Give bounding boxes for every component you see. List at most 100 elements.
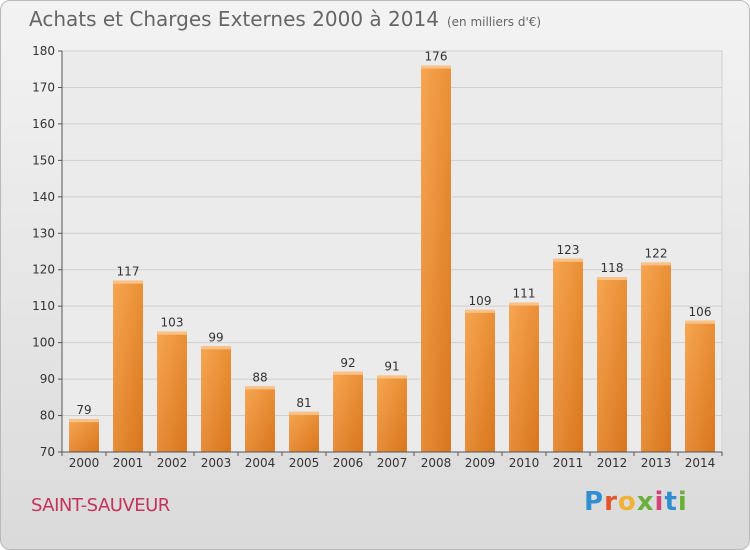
bar-top — [597, 277, 627, 281]
y-tick-label: 100 — [32, 336, 55, 350]
logo-letter: x — [636, 487, 655, 517]
bar-shade — [333, 371, 363, 452]
bar — [465, 309, 495, 452]
data-label: 176 — [425, 50, 448, 64]
bar-shade — [641, 262, 671, 452]
x-axis: 2000 2001 2002 2003 2004 2005 2006 2007 2008 2009… — [61, 451, 723, 470]
data-label: 92 — [340, 356, 355, 370]
x-tick-label: 2004 — [245, 456, 276, 470]
y-tick-label: 120 — [32, 263, 55, 277]
x-tick-label: 2003 — [201, 456, 232, 470]
x-tick-label: 2013 — [641, 456, 672, 470]
x-tick-label: 2012 — [597, 456, 628, 470]
x-tick-label: 2001 — [113, 456, 144, 470]
x-tick-label: 2014 — [685, 456, 716, 470]
bar-shade — [465, 309, 495, 452]
data-label: 106 — [689, 305, 712, 319]
y-tick-label: 110 — [32, 299, 55, 313]
bar-shade — [377, 375, 407, 452]
bar — [201, 346, 231, 452]
y-tick-label: 150 — [32, 153, 55, 167]
x-tick-label: 2000 — [69, 456, 100, 470]
x-tick-label: 2006 — [333, 456, 364, 470]
bar-top — [685, 320, 715, 324]
y-tick-label: 180 — [32, 44, 55, 58]
data-label: 99 — [208, 330, 223, 344]
bar-shade — [509, 302, 539, 452]
bar-shade — [245, 386, 275, 452]
y-tick-label: 160 — [32, 117, 55, 131]
y-tick-label: 140 — [32, 190, 55, 204]
logo-letter: P — [584, 487, 605, 517]
bar-shade — [201, 346, 231, 452]
bar — [641, 262, 671, 452]
bar-top — [641, 262, 671, 266]
bar — [685, 320, 715, 452]
data-label: 81 — [296, 396, 311, 410]
bar-shade — [685, 320, 715, 452]
bar — [597, 277, 627, 452]
bar — [421, 65, 451, 452]
data-label: 118 — [601, 261, 624, 275]
bar-shade — [69, 419, 99, 452]
logo-letter: r — [604, 487, 618, 517]
data-label: 123 — [557, 243, 580, 257]
y-axis: 70 80 90 100 110 120 130 140 150 160 170 180 — [32, 44, 63, 459]
bar — [553, 258, 583, 452]
data-label: 117 — [117, 265, 140, 279]
bar-shade — [113, 280, 143, 452]
bar-top — [157, 331, 187, 335]
x-tick-label: 2010 — [509, 456, 540, 470]
bar-top — [333, 371, 363, 375]
logo-letter: o — [617, 487, 637, 517]
bar-shade — [597, 277, 627, 452]
x-tick-label: 2009 — [465, 456, 496, 470]
logo-letter: i — [654, 487, 665, 517]
y-tick-label: 80 — [40, 409, 55, 423]
bar-top — [201, 346, 231, 350]
bar — [157, 331, 187, 452]
chart-title-text: Achats et Charges Externes 2000 à 2014 — [29, 7, 439, 31]
data-label: 88 — [252, 370, 267, 384]
data-label: 111 — [513, 287, 536, 301]
bar-shade — [289, 411, 319, 452]
bar-top — [289, 411, 319, 415]
bar — [377, 375, 407, 452]
x-tick-label: 2008 — [421, 456, 452, 470]
bar — [509, 302, 539, 452]
data-label: 109 — [469, 294, 492, 308]
x-tick-label: 2007 — [377, 456, 408, 470]
bar-top — [245, 386, 275, 390]
data-label: 103 — [161, 316, 184, 330]
bar-top — [465, 309, 495, 313]
bar — [245, 386, 275, 452]
chart-subtitle: (en milliers d'€) — [446, 15, 542, 29]
data-labels: 79 117 103 99 88 81 92 91 176 109 111 123 118 122 106 — [76, 50, 711, 418]
chart-title: Achats et Charges Externes 2000 à 2014 (e… — [29, 7, 541, 31]
bar — [333, 371, 363, 452]
x-tick-label: 2005 — [289, 456, 320, 470]
bars — [69, 65, 715, 452]
proxiti-logo: Proxiti — [584, 487, 688, 517]
bar-shade — [157, 331, 187, 452]
bar — [113, 280, 143, 452]
bar-top — [553, 258, 583, 262]
y-tick-label: 90 — [40, 372, 55, 386]
data-label: 79 — [76, 403, 91, 417]
bar — [289, 411, 319, 452]
bar-top — [113, 280, 143, 284]
data-label: 91 — [384, 359, 399, 373]
bar-top — [509, 302, 539, 306]
logo-letter: i — [677, 487, 688, 517]
bar — [69, 419, 99, 452]
logo-letter: t — [664, 487, 678, 517]
city-label: SAINT-SAUVEUR — [31, 495, 170, 516]
bar-shade — [553, 258, 583, 452]
y-tick-label: 170 — [32, 80, 55, 94]
y-tick-label: 70 — [40, 445, 55, 459]
x-tick-label: 2002 — [157, 456, 188, 470]
bar-top — [377, 375, 407, 379]
bar-top — [421, 65, 451, 69]
